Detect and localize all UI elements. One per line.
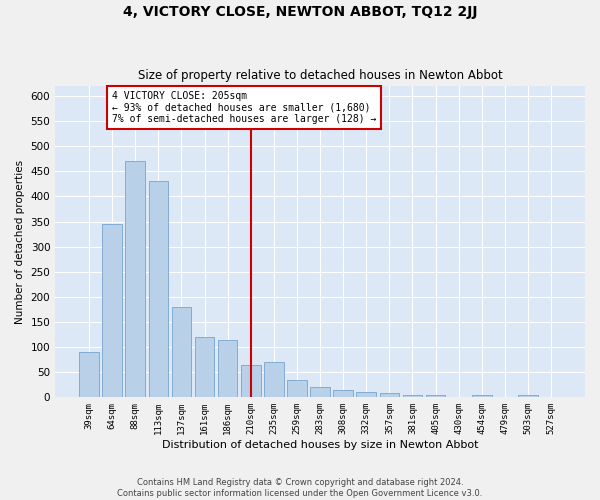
Bar bbox=[310, 388, 330, 398]
X-axis label: Distribution of detached houses by size in Newton Abbot: Distribution of detached houses by size … bbox=[162, 440, 478, 450]
Bar bbox=[287, 380, 307, 398]
Bar bbox=[218, 340, 238, 398]
Bar bbox=[149, 182, 168, 398]
Y-axis label: Number of detached properties: Number of detached properties bbox=[15, 160, 25, 324]
Bar bbox=[403, 395, 422, 398]
Bar bbox=[79, 352, 99, 398]
Text: 4, VICTORY CLOSE, NEWTON ABBOT, TQ12 2JJ: 4, VICTORY CLOSE, NEWTON ABBOT, TQ12 2JJ bbox=[123, 5, 477, 19]
Bar bbox=[241, 364, 260, 398]
Bar bbox=[518, 395, 538, 398]
Text: 4 VICTORY CLOSE: 205sqm
← 93% of detached houses are smaller (1,680)
7% of semi-: 4 VICTORY CLOSE: 205sqm ← 93% of detache… bbox=[112, 91, 377, 124]
Bar bbox=[195, 337, 214, 398]
Bar bbox=[426, 395, 445, 398]
Bar bbox=[172, 307, 191, 398]
Bar bbox=[125, 162, 145, 398]
Bar bbox=[472, 395, 491, 398]
Bar bbox=[264, 362, 284, 398]
Bar bbox=[334, 390, 353, 398]
Bar bbox=[103, 224, 122, 398]
Bar bbox=[380, 394, 399, 398]
Bar bbox=[356, 392, 376, 398]
Text: Contains HM Land Registry data © Crown copyright and database right 2024.
Contai: Contains HM Land Registry data © Crown c… bbox=[118, 478, 482, 498]
Title: Size of property relative to detached houses in Newton Abbot: Size of property relative to detached ho… bbox=[138, 69, 502, 82]
